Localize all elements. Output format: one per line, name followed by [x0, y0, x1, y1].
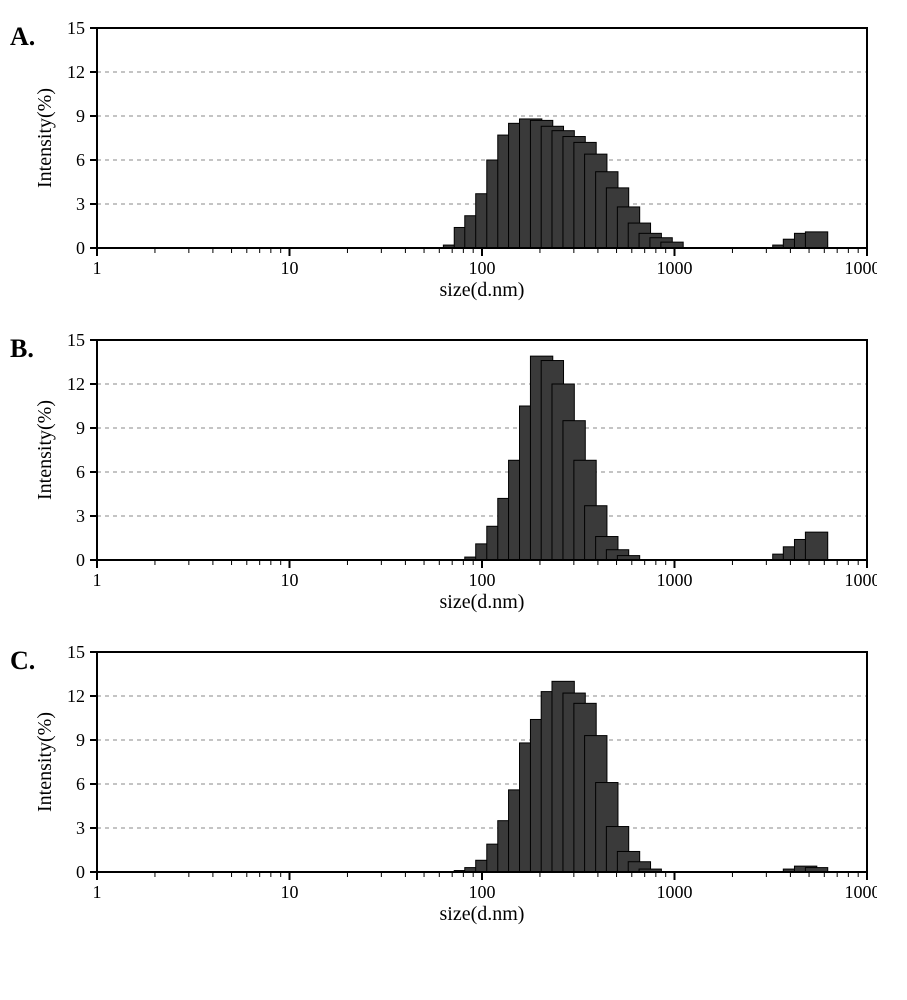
histogram-bar	[805, 532, 827, 560]
x-axis-title: size(d.nm)	[440, 591, 525, 613]
xtick-label: 1	[93, 258, 102, 278]
y-axis-title: Intensity(%)	[35, 88, 56, 188]
histogram-chart: 0 3 6 9 12 15 1 10 100 1000 10000 size(d.nm) Intensi…	[35, 20, 877, 304]
ytick-label: 15	[67, 20, 85, 38]
xtick-label: 1	[93, 882, 102, 902]
xtick-label: 10000	[845, 258, 878, 278]
chart-wrapper: 0 3 6 9 12 15 1 10 100 1000 10000 size(d.nm) Intensi…	[35, 332, 877, 616]
ytick-label: 0	[76, 862, 85, 882]
chart-wrapper: 0 3 6 9 12 15 1 10 100 1000 10000 size(d.nm) Intensi…	[35, 20, 877, 304]
panel: A. 0 3 6 9 12 15 1 10 100 1000 10000 size(d.nm) Inten…	[10, 20, 877, 304]
panel-label: A.	[10, 20, 35, 52]
ytick-label: 0	[76, 550, 85, 570]
ytick-label: 3	[76, 194, 85, 214]
panel-label: B.	[10, 332, 35, 364]
ytick-label: 6	[76, 774, 85, 794]
plot-border	[97, 340, 867, 560]
xtick-label: 1000	[657, 258, 693, 278]
xtick-label: 100	[469, 570, 496, 590]
ytick-label: 15	[67, 332, 85, 350]
ytick-label: 9	[76, 106, 85, 126]
ytick-label: 6	[76, 462, 85, 482]
x-axis-title: size(d.nm)	[440, 903, 525, 925]
xtick-label: 10000	[845, 570, 878, 590]
panel: C. 0 3 6 9 12 15 1 10 100 1000 10000 size(d.nm) Inten…	[10, 644, 877, 928]
ytick-label: 9	[76, 730, 85, 750]
ytick-label: 15	[67, 644, 85, 662]
panel-label: C.	[10, 644, 35, 676]
xtick-label: 100	[469, 882, 496, 902]
chart-wrapper: 0 3 6 9 12 15 1 10 100 1000 10000 size(d.nm) Intensi…	[35, 644, 877, 928]
ytick-label: 12	[67, 62, 85, 82]
ytick-label: 3	[76, 506, 85, 526]
ytick-label: 3	[76, 818, 85, 838]
panel: B. 0 3 6 9 12 15 1 10 100 1000 10000 size(d.nm) Inten…	[10, 332, 877, 616]
xtick-label: 10	[281, 882, 299, 902]
x-axis-title: size(d.nm)	[440, 279, 525, 301]
plot-border	[97, 652, 867, 872]
xtick-label: 10	[281, 258, 299, 278]
histogram-chart: 0 3 6 9 12 15 1 10 100 1000 10000 size(d.nm) Intensi…	[35, 644, 877, 928]
ytick-label: 9	[76, 418, 85, 438]
xtick-label: 10000	[845, 882, 878, 902]
ytick-label: 12	[67, 686, 85, 706]
y-axis-title: Intensity(%)	[35, 400, 56, 500]
histogram-chart: 0 3 6 9 12 15 1 10 100 1000 10000 size(d.nm) Intensi…	[35, 332, 877, 616]
xtick-label: 10	[281, 570, 299, 590]
xtick-label: 1000	[657, 570, 693, 590]
histogram-bar	[806, 232, 828, 248]
xtick-label: 1	[93, 570, 102, 590]
xtick-label: 1000	[657, 882, 693, 902]
figure-container: A.03691215110100100010000size(d.nm)Inten…	[0, 0, 907, 986]
y-axis-title: Intensity(%)	[35, 712, 56, 812]
ytick-label: 12	[67, 374, 85, 394]
xtick-label: 100	[469, 258, 496, 278]
ytick-label: 0	[76, 238, 85, 258]
ytick-label: 6	[76, 150, 85, 170]
